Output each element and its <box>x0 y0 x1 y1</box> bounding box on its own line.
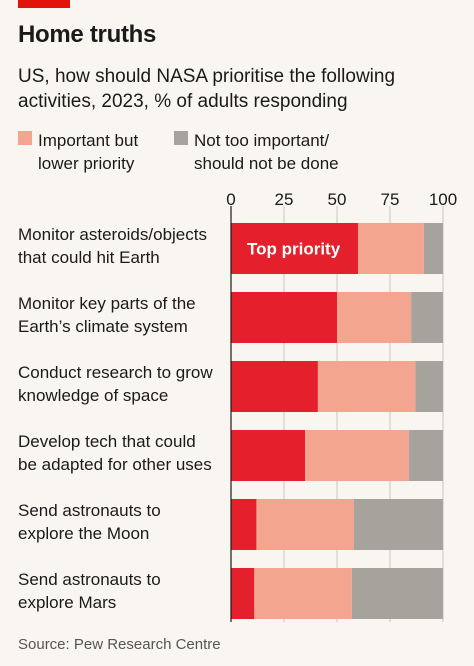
bar-segment <box>231 568 255 619</box>
bar-segment <box>415 361 443 412</box>
bar-segment <box>256 499 354 550</box>
bar-segment <box>409 430 443 481</box>
legend-label-important: Important but lower priority <box>38 131 139 173</box>
bar-segment <box>231 223 359 274</box>
top-priority-label: Top priority <box>247 240 341 259</box>
bar-segment <box>231 292 337 343</box>
bar-segment <box>351 568 443 619</box>
x-tick-label: 25 <box>275 190 294 209</box>
bar-segment <box>337 292 412 343</box>
category-label: Monitor key parts of the Earth’s climate … <box>18 294 196 336</box>
category-label: Send astronauts to explore the Moon <box>18 501 161 543</box>
category-label: Conduct research to grow knowledge of spa… <box>18 363 213 405</box>
bar-segment <box>231 361 318 412</box>
x-tick-label: 50 <box>328 190 347 209</box>
chart-subtitle: US, how should NASA prioritise the follo… <box>18 66 396 112</box>
bar-segment <box>317 361 416 412</box>
category-label: Send astronauts to explore Mars <box>18 570 161 612</box>
x-tick-label: 75 <box>381 190 400 209</box>
bar-segment <box>254 568 352 619</box>
category-label: Monitor asteroids/objects that could hit … <box>18 225 207 267</box>
bar-segment <box>231 430 306 481</box>
legend-swatch-important <box>18 131 32 145</box>
bar-segment <box>411 292 443 343</box>
brand-bar <box>18 0 70 8</box>
chart-title: Home truths <box>18 21 157 48</box>
bar-segment <box>423 223 443 274</box>
legend-label-not-important: Not too important/ should not be done <box>194 131 339 173</box>
bar-segment <box>353 499 443 550</box>
x-tick-label: 100 <box>429 190 457 209</box>
bar-segment <box>305 430 410 481</box>
source-note: Source: Pew Research Centre <box>18 636 221 653</box>
legend-swatch-not-important <box>174 131 188 145</box>
bar-segment <box>231 499 257 550</box>
bar-segment <box>358 223 424 274</box>
category-label: Develop tech that could be adapted for ot… <box>18 432 212 474</box>
x-tick-label: 0 <box>226 190 235 209</box>
